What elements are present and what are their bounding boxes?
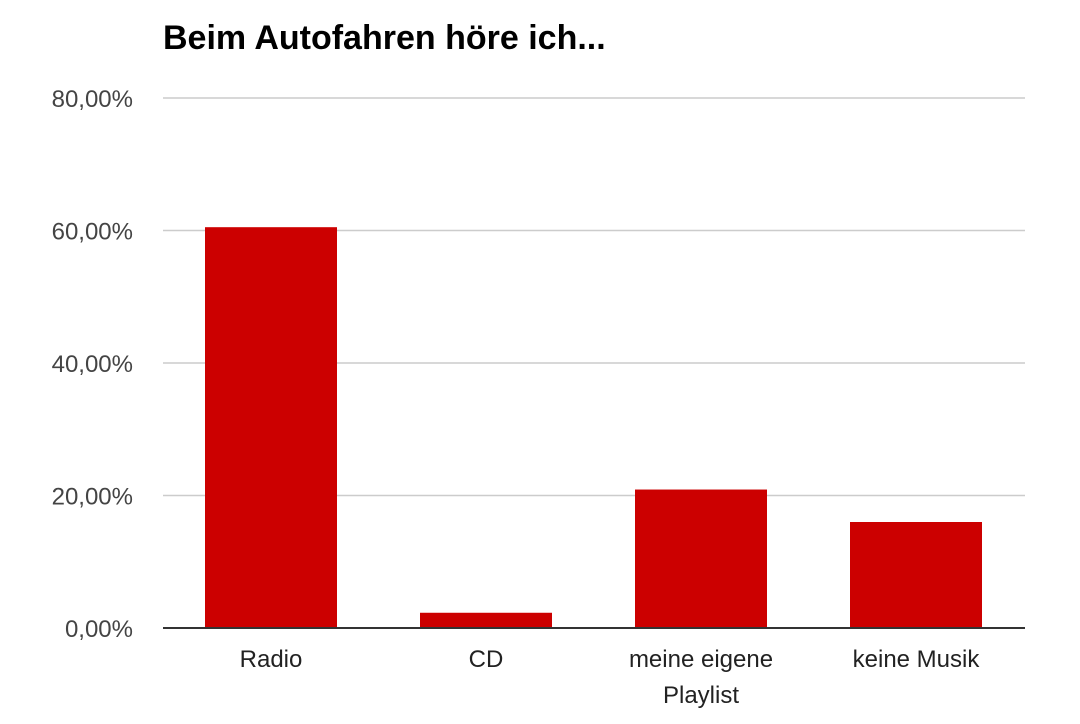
y-axis-ticks: 0,00% 20,00% 40,00% 60,00% 80,00% xyxy=(52,86,133,643)
x-category-label: Playlist xyxy=(663,682,739,709)
x-category-label: Radio xyxy=(240,646,303,673)
x-axis-categories: Radio CD meine eigene Playlist keine Musik xyxy=(240,646,981,709)
chart-title: Beim Autofahren höre ich... xyxy=(163,19,606,57)
bars xyxy=(205,227,982,628)
y-tick-label: 0,00% xyxy=(65,616,133,643)
bar xyxy=(635,489,767,628)
y-tick-label: 20,00% xyxy=(52,484,133,511)
y-tick-label: 80,00% xyxy=(52,86,133,113)
x-category-label: keine Musik xyxy=(853,646,981,673)
y-tick-label: 60,00% xyxy=(52,219,133,246)
x-category-label: meine eigene xyxy=(629,646,773,673)
x-category-label: CD xyxy=(469,646,504,673)
bar xyxy=(205,227,337,628)
bar xyxy=(420,612,552,628)
bar xyxy=(850,522,982,628)
y-tick-label: 40,00% xyxy=(52,351,133,378)
